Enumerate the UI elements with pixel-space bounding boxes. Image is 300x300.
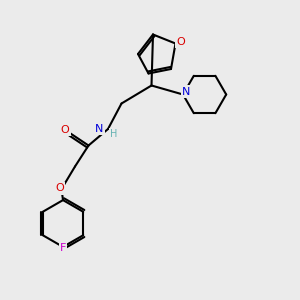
Text: F: F <box>60 243 66 254</box>
Text: N: N <box>95 124 103 134</box>
Text: O: O <box>56 183 64 194</box>
Text: N: N <box>182 86 190 97</box>
Text: O: O <box>61 125 70 135</box>
Text: O: O <box>176 37 185 47</box>
Text: H: H <box>110 129 118 140</box>
